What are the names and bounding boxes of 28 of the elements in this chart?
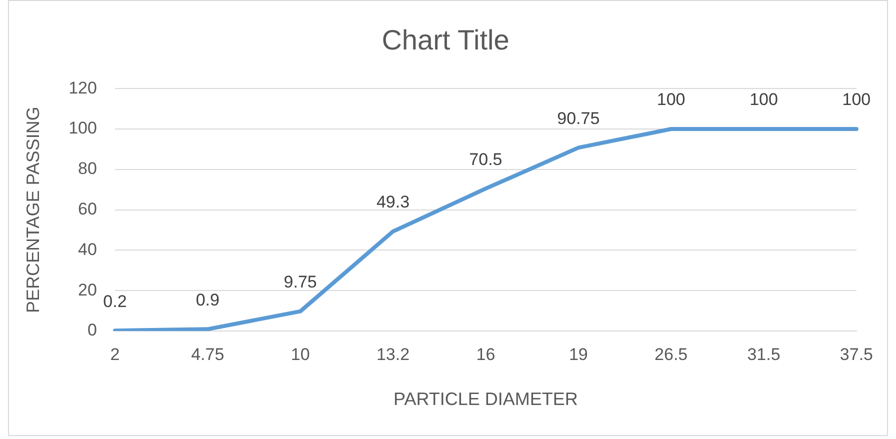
data-label: 100 xyxy=(656,90,686,110)
x-tick-label: 4.75 xyxy=(191,344,224,364)
x-tick-label: 31.5 xyxy=(747,344,780,364)
x-tick-label: 13.2 xyxy=(376,344,410,364)
data-label: 90.75 xyxy=(557,108,600,128)
x-tick-label: 19 xyxy=(568,344,588,364)
y-tick-label: 80 xyxy=(78,159,97,178)
y-tick-label: 60 xyxy=(78,199,97,218)
x-tick-label: 10 xyxy=(290,344,310,364)
data-label: 0.2 xyxy=(103,292,127,311)
data-label: 49.3 xyxy=(376,192,410,212)
data-label: 9.75 xyxy=(284,272,317,292)
y-tick-label: 40 xyxy=(78,240,97,259)
data-label: 100 xyxy=(842,90,871,110)
data-label: 70.5 xyxy=(469,150,502,169)
y-tick-label: 100 xyxy=(68,118,97,138)
x-tick-label: 26.5 xyxy=(654,344,688,364)
y-tick-label: 0 xyxy=(87,320,97,340)
y-tick-label: 20 xyxy=(78,280,97,300)
chart-title: Chart Title xyxy=(382,24,510,56)
x-tick-label: 16 xyxy=(476,344,496,364)
data-label: 100 xyxy=(750,90,778,110)
x-tick-label: 2 xyxy=(110,344,120,364)
y-axis-title: PERCENTAGE PASSING xyxy=(22,106,43,313)
x-axis-title: PARTICLE DIAMETER xyxy=(394,389,578,410)
y-tick-label: 120 xyxy=(68,78,97,98)
x-tick-label: 37.5 xyxy=(840,344,874,364)
data-label: 0.9 xyxy=(196,290,220,310)
